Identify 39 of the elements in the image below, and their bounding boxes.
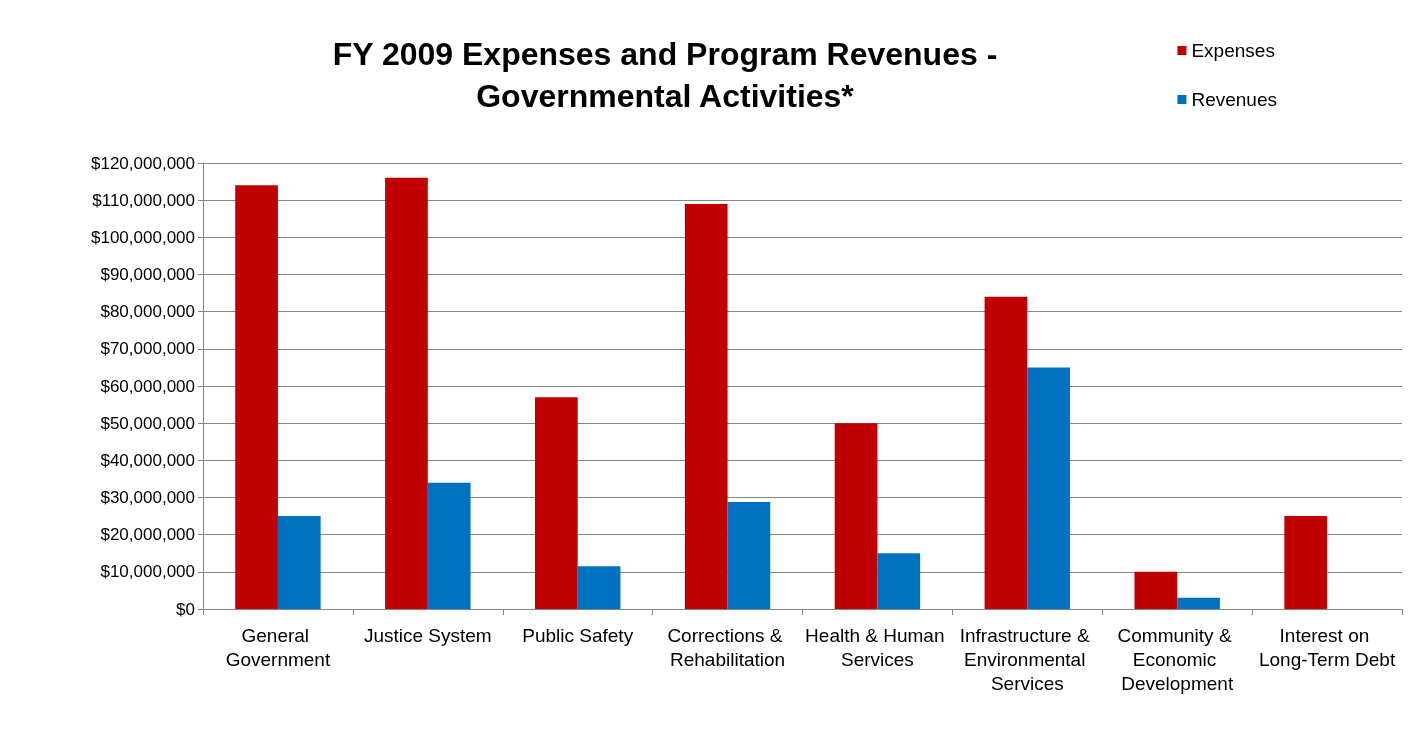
x-tick-label: General Government [225,624,331,670]
bar [877,553,921,609]
bar [277,516,321,609]
bar [385,177,428,609]
x-tick-label: Corrections & Rehabilitation [667,624,788,670]
x-tick-label: Community & Economic Development [1117,624,1237,694]
y-tick-label: $70,000,000 [100,339,195,359]
y-tick-label: $20,000,000 [100,525,195,545]
y-tick-label: $50,000,000 [100,413,195,433]
bar [684,203,728,609]
chart-title: FY 2009 Expenses and Program Revenues - Governmental Activities* [332,36,998,114]
y-tick-label: $80,000,000 [100,302,195,322]
y-tick-label: $0 [176,599,195,619]
y-tick-label: $120,000,000 [91,153,195,173]
bar [834,423,878,609]
bar [235,185,278,609]
x-tick-label: Public Safety [522,624,634,646]
bar [1177,597,1220,609]
x-tick-label: Health & Human Services [805,624,950,670]
y-tick-label: $90,000,000 [100,265,195,284]
bar [1284,516,1328,609]
bar [1027,367,1071,609]
bar [727,501,771,609]
x-tick-label: Interest on Long-Term Debt [1258,624,1396,670]
y-tick-label: $10,000,000 [100,562,195,582]
y-tick-label: $100,000,000 [91,227,195,247]
bar [577,566,621,609]
y-tick-label: $30,000,000 [100,488,195,507]
y-tick-label: $40,000,000 [100,450,195,470]
legend-label: Expenses [1191,40,1275,61]
x-tick-label: Justice System [363,624,492,646]
bar [427,482,471,609]
legend-label: Revenues [1191,89,1278,110]
bar [1134,571,1178,609]
y-tick-label: $60,000,000 [100,376,195,396]
y-tick-label: $110,000,000 [92,190,195,210]
bar [534,397,578,609]
bar [984,296,1028,609]
x-tick-label: Infrastructure & Environmental Services [959,624,1095,694]
